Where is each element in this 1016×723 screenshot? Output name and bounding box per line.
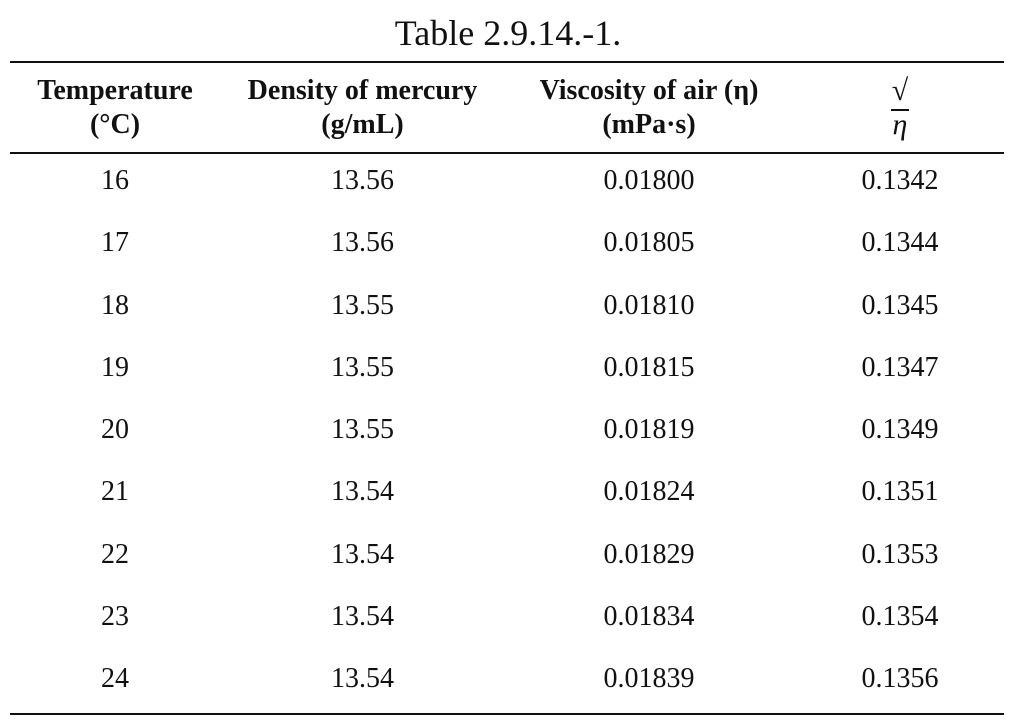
header-viscosity: Viscosity of air (η) (mPa·s)	[510, 74, 788, 142]
sqrt-radicand: η	[890, 108, 910, 141]
header-bottom-rule	[10, 152, 1004, 154]
table-caption: Table 2.9.14.-1.	[394, 13, 622, 53]
table-row: 24 13.54 0.01839 0.1356	[15, 654, 1000, 716]
table-row: 20 13.55 0.01819 0.1349	[15, 405, 1000, 467]
viscosity-cell: 0.01819	[603, 414, 695, 446]
table-row: 17 13.56 0.01805 0.1344	[15, 218, 1000, 280]
sqrt-eta-cell: 0.1353	[861, 538, 939, 570]
table-body: 16 13.56 0.01800 0.1342 17 13.56 0.01805 0.1344…	[15, 156, 1000, 717]
sqrt-eta-cell: 0.1351	[861, 476, 939, 508]
sqrt-eta-cell: 0.1354	[861, 601, 939, 633]
table-row: 21 13.54 0.01824 0.1351	[15, 467, 1000, 529]
radical-sign-icon: √	[891, 74, 909, 107]
temperature-cell: 16	[101, 165, 129, 196]
temperature-cell: 20	[101, 414, 129, 446]
table-row: 23 13.54 0.01834 0.1354	[15, 592, 1000, 654]
sqrt-eta-cell: 0.1347	[861, 351, 939, 383]
temperature-cell: 18	[101, 289, 129, 321]
density-cell: 13.55	[331, 289, 394, 321]
viscosity-cell: 0.01839	[603, 663, 695, 695]
sqrt-eta-cell: 0.1356	[861, 663, 939, 695]
header-viscosity-label: Viscosity of air (η)	[539, 75, 759, 106]
temperature-cell: 22	[101, 538, 129, 570]
header-temperature-label: Temperature	[37, 75, 193, 106]
density-cell: 13.54	[331, 663, 394, 695]
viscosity-cell: 0.01815	[603, 351, 695, 383]
density-cell: 13.54	[331, 476, 394, 508]
viscosity-cell: 0.01824	[603, 476, 695, 508]
table-row: 19 13.55 0.01815 0.1347	[15, 343, 1000, 405]
density-cell: 13.55	[331, 414, 394, 446]
viscosity-cell: 0.01834	[603, 601, 695, 633]
table-top-rule	[10, 61, 1004, 63]
sqrt-symbol: √ η	[800, 74, 1000, 142]
table-row: 16 13.56 0.01800 0.1342	[15, 156, 1000, 218]
temperature-cell: 21	[101, 476, 129, 508]
table-bottom-rule	[10, 713, 1004, 715]
sqrt-eta-cell: 0.1342	[861, 165, 939, 196]
viscosity-cell: 0.01829	[603, 538, 695, 570]
temperature-cell: 24	[101, 663, 129, 695]
header-density: Density of mercury (g/mL)	[220, 74, 505, 142]
density-cell: 13.56	[331, 165, 394, 196]
header-density-unit: (g/mL)	[321, 109, 404, 140]
header-viscosity-unit: (mPa·s)	[602, 109, 696, 140]
viscosity-cell: 0.01805	[603, 227, 695, 259]
density-cell: 13.54	[331, 601, 394, 633]
density-cell: 13.55	[331, 351, 394, 383]
header-density-label: Density of mercury	[247, 75, 478, 106]
sqrt-eta-cell: 0.1344	[861, 227, 939, 259]
sqrt-eta-cell: 0.1349	[861, 414, 939, 446]
temperature-cell: 23	[101, 601, 129, 633]
header-sqrt-eta: √ η	[800, 74, 1000, 142]
table-row: 18 13.55 0.01810 0.1345	[15, 281, 1000, 343]
density-cell: 13.56	[331, 227, 394, 259]
density-cell: 13.54	[331, 538, 394, 570]
sqrt-eta-cell: 0.1345	[861, 289, 939, 321]
header-temperature: Temperature (°C)	[15, 74, 215, 142]
temperature-cell: 17	[101, 227, 129, 259]
temperature-cell: 19	[101, 351, 129, 383]
table-row: 22 13.54 0.01829 0.1353	[15, 530, 1000, 592]
viscosity-cell: 0.01800	[603, 165, 695, 196]
viscosity-cell: 0.01810	[603, 289, 695, 321]
header-temperature-unit: (°C)	[89, 109, 141, 140]
